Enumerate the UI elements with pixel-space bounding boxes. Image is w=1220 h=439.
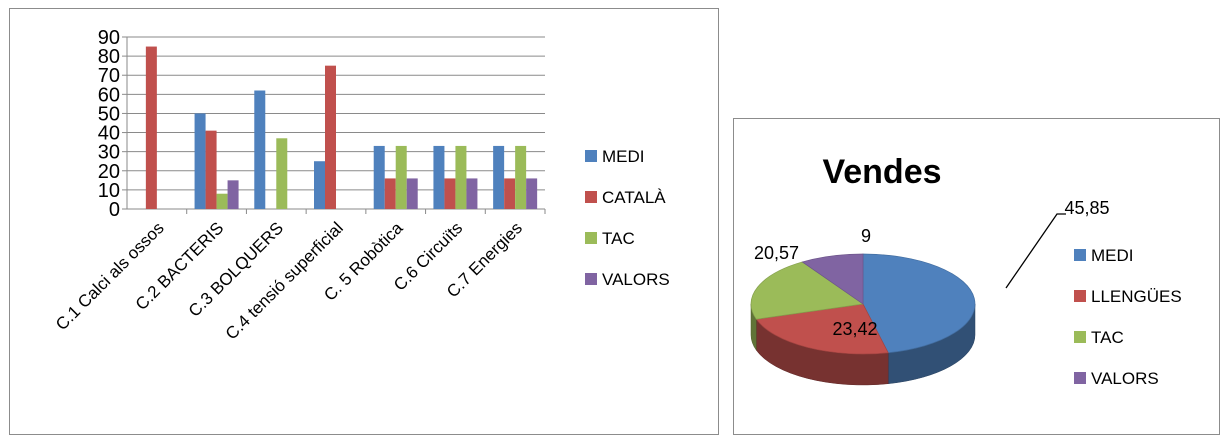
bar-valors-2 (227, 180, 239, 209)
pie-title: Vendes (822, 153, 941, 191)
y-tick-label: 10 (98, 180, 120, 202)
data-label-llengües: 23,42 (832, 319, 877, 339)
pie-chart: Vendes 45,85 23,42 20,57 9 MEDI LLENGÜES TAC VAL… (750, 153, 1182, 388)
legend-label-llengües: LLENGÜES (1091, 287, 1182, 306)
legend-swatch-tac (585, 232, 597, 244)
bar-tac-6 (455, 145, 467, 209)
bar-medi-2 (194, 113, 206, 209)
data-label-medi: 45,85 (1064, 198, 1109, 218)
pie-slice-tac (750, 261, 864, 320)
bar-chart-frame: 0 10 20 30 40 50 60 70 80 90 C.1 Calci als ossos C.… (9, 8, 719, 435)
bar-tac-2 (216, 193, 228, 209)
y-tick-label: 20 (98, 161, 120, 183)
category-label: C.1 Calci als ossos (52, 218, 168, 334)
bar-medi-3 (254, 90, 266, 209)
bar-català-4 (325, 65, 336, 209)
data-label-tac: 20,57 (754, 243, 799, 263)
legend-swatch-tac (1074, 331, 1086, 343)
legend-label-català: CATALÀ (602, 188, 666, 207)
y-tick-label: 0 (109, 199, 120, 221)
leader-line (1005, 213, 1066, 289)
y-tick-label: 50 (98, 103, 120, 125)
bar-tac-3 (276, 138, 288, 209)
y-tick-label: 40 (98, 123, 120, 145)
legend-label-tac: TAC (1091, 328, 1124, 347)
legend-swatch-medi (1074, 249, 1086, 261)
pie-chart-frame: Vendes 45,85 23,42 20,57 9 MEDI LLENGÜES TAC VAL… (733, 118, 1220, 435)
legend-swatch-llengües (1074, 290, 1086, 302)
legend-label-tac: TAC (602, 229, 635, 248)
y-tick-label: 30 (98, 142, 120, 164)
bar-valors-5 (406, 178, 418, 209)
legend-label-valors: VALORS (602, 270, 670, 289)
bar-medi-6 (433, 145, 445, 209)
bar-tac-7 (515, 145, 527, 209)
y-tick-label: 90 (98, 27, 120, 49)
bar-català-1 (145, 46, 157, 209)
pie-slice-llengües (755, 303, 889, 355)
category-label: C.4 tensió superficial (222, 218, 347, 343)
pie-slice-medi (862, 253, 976, 354)
bar-tac-5 (395, 145, 407, 209)
legend-label-valors: VALORS (1091, 369, 1159, 388)
legend-label-medi: MEDI (602, 147, 645, 166)
bar-català-2 (205, 130, 217, 209)
bar-medi-5 (373, 145, 385, 209)
bar-català-6 (444, 178, 456, 209)
y-tick-label: 80 (98, 46, 120, 68)
legend-swatch-valors (585, 273, 597, 285)
legend-label-medi: MEDI (1091, 246, 1134, 265)
bar-català-5 (384, 178, 396, 209)
data-label-valors: 9 (861, 226, 871, 246)
pie-slice-valors (801, 253, 864, 305)
y-tick-label: 70 (98, 65, 120, 87)
bar-valors-6 (466, 178, 478, 209)
bar-català-7 (504, 178, 516, 209)
y-tick-label: 60 (98, 84, 120, 106)
legend-swatch-medi (585, 150, 597, 162)
legend-swatch-valors (1074, 372, 1086, 384)
bar-medi-4 (314, 161, 325, 209)
legend-swatch-català (585, 191, 597, 203)
bar-medi-7 (493, 145, 505, 209)
bar-valors-7 (526, 178, 538, 209)
